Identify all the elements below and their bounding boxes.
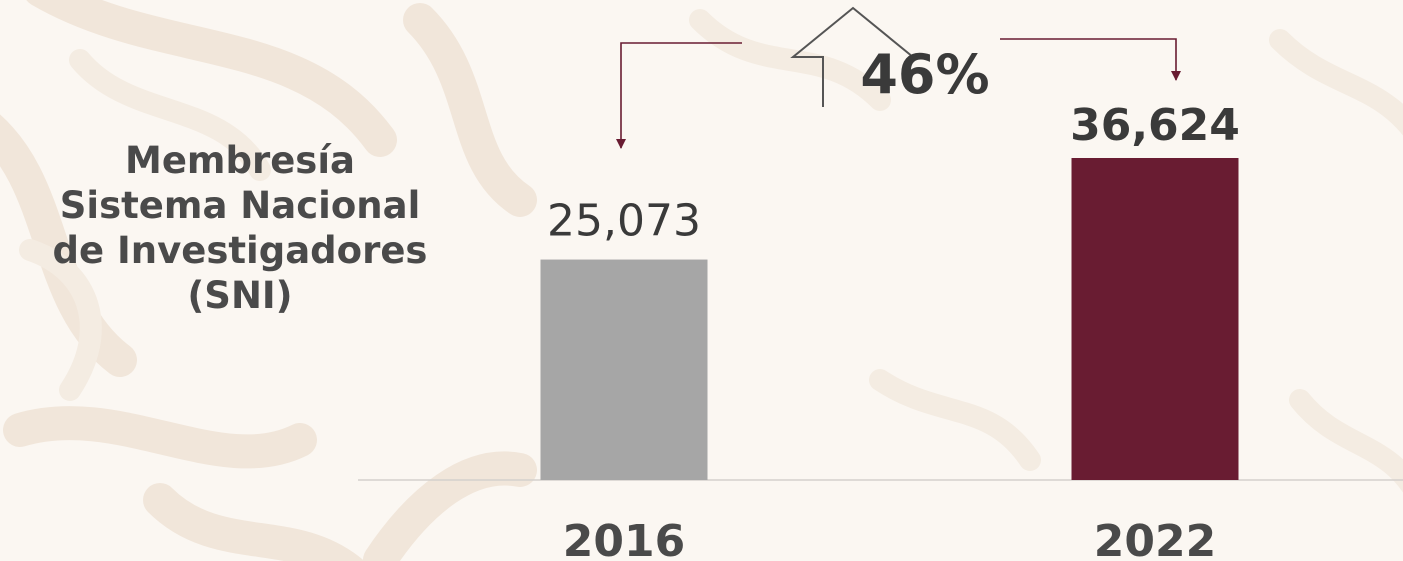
bar-2016 [540, 259, 708, 480]
bars-layer: 25,073 2016 36,624 2022 [358, 100, 1403, 561]
title-line-1: Membresía [125, 139, 355, 182]
chart-title: Membresía Sistema Nacional de Investigad… [0, 138, 480, 318]
growth-arrow-icon [790, 6, 914, 107]
title-line-2: Sistema Nacional [59, 184, 421, 227]
connector-arrow-left [616, 42, 742, 149]
title-line-4: (SNI) [187, 274, 293, 317]
category-label-2022: 2022 [1094, 516, 1216, 561]
value-label-2016: 25,073 [547, 196, 701, 247]
category-label-2016: 2016 [563, 516, 685, 561]
value-label-2022: 36,624 [1070, 100, 1240, 151]
bar-2022 [1071, 158, 1239, 480]
growth-percentage-label: 46% [860, 43, 989, 106]
title-line-3: de Investigadores [52, 229, 428, 272]
connector-arrow-right [1000, 38, 1181, 81]
